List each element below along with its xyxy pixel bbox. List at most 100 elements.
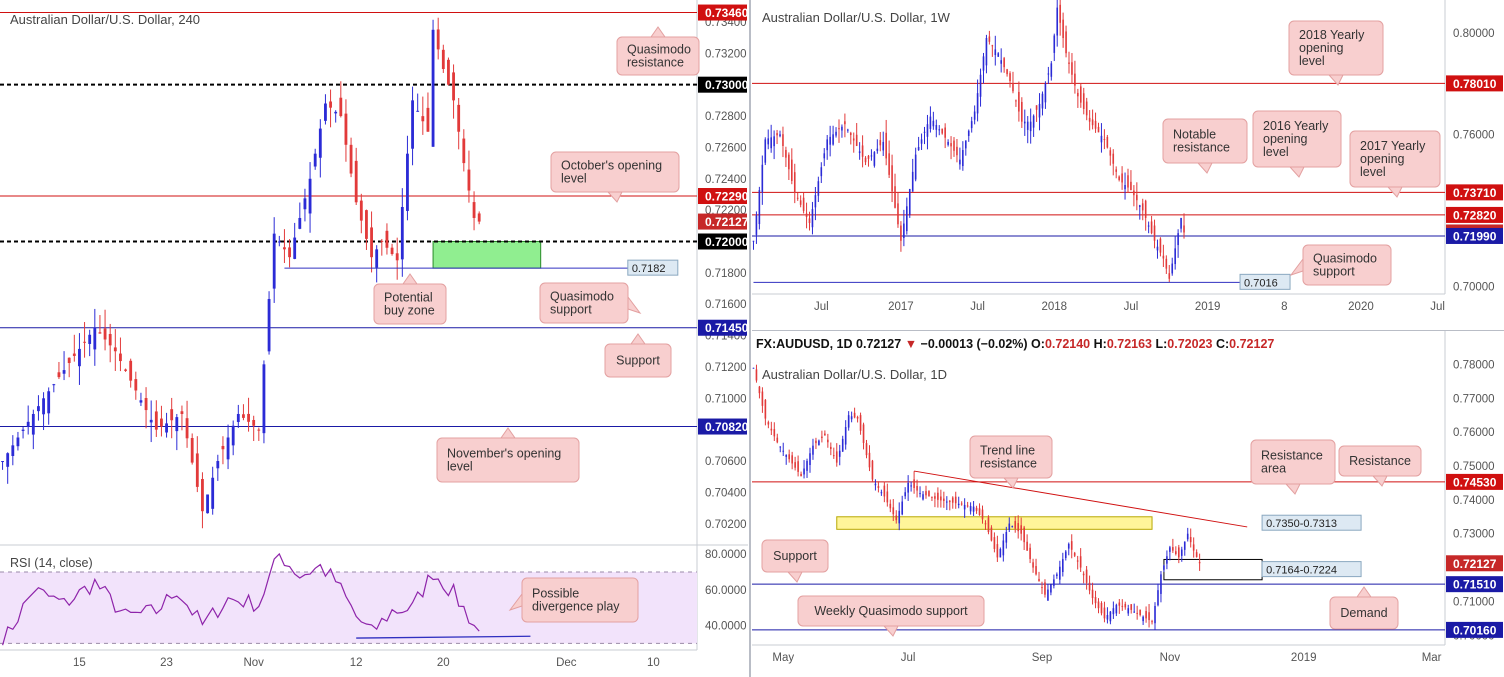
d1-callout-text: Resistance [1349,454,1411,468]
h4-candle-body [139,400,143,403]
h4-chart[interactable]: 0.734000.732000.728000.726000.724000.722… [0,0,748,677]
w1-candle-body [1127,175,1129,188]
d1-candle-body [1172,547,1174,551]
w1-candle-body [988,36,991,42]
d1-candle-body [928,491,930,497]
w1-candle-body [847,129,849,131]
w1-candle-body [923,131,926,133]
w1-candle-body [1162,255,1165,259]
w1-callout-text: Notable [1173,128,1216,142]
d1-candle-body [1067,543,1070,549]
h4-candle-body [308,178,312,214]
d1-candle-body [1088,582,1091,591]
h4-callout-text: support [550,303,592,317]
h4-candle-body [421,116,425,122]
w1-callout-text: level [1263,145,1289,159]
h4-callout-box [616,36,700,76]
d1-candle-body [943,498,945,501]
h4-candle-body [267,298,271,352]
w1-chart[interactable]: 0.80000 0.76000 0.70000 Jul 2017 Jul 2018 Jul 20… [752,0,1504,330]
w1-candle-body [994,49,997,56]
d1-candle-body [1142,616,1144,622]
d1-candle-body [1180,549,1183,556]
d1-candle-body [990,527,993,541]
h4-candle-body [416,110,420,112]
d1-candle-body [969,506,972,512]
d1-candle-body [770,428,773,431]
d1-candle-body [1091,589,1094,599]
w1-candle-body [1021,101,1023,122]
h4-chart-panel[interactable]: 0.73400 0.73200 0.72800 0.72600 0.72400 0.722… [0,0,748,677]
d1-candle-body [859,415,862,431]
d1-x-tick-label: Sep [1032,652,1052,664]
h4-candle-body [221,445,225,450]
d1-candle-body [782,450,785,452]
d1-candle-body [1160,574,1162,594]
d1-candle-body [1079,556,1082,568]
h4-candle-body [185,418,189,439]
d1-candle-body [951,497,954,503]
d1-candle-body [975,507,978,511]
w1-candle-body [855,134,858,146]
d1-candle-body [1002,540,1005,556]
h4-candle-body [293,237,297,259]
d1-level-badge-label: 0.74530 [1453,475,1497,489]
d1-candle-body [886,491,889,503]
d1-candle-body [1050,584,1052,593]
d1-candle-body [874,483,877,486]
h4-candle-body [67,357,71,364]
w1-x-tick-label: Jul [814,301,829,313]
w1-chart-panel[interactable]: 0.80000 0.76000 0.70000 Jul 2017 Jul 2018 Jul 20… [752,0,1504,330]
d1-candle-body [1112,608,1115,615]
w1-level-badge-label: 0.73710 [1453,186,1497,200]
w1-title: Australian Dollar/U.S. Dollar, 1W [762,10,951,25]
w1-candle-body [838,127,840,130]
d1-candle-body [1136,612,1138,614]
w1-price-tag-text: 0.7016 [1244,277,1278,289]
h4-y-tick-label: 0.70200 [705,519,747,531]
h4-callout-box [373,283,447,325]
w1-candle-body [852,138,855,141]
h4-candle-body [339,97,343,117]
w1-x-tick-label: Jul [1124,301,1139,313]
h4-candle-body [436,29,440,50]
d1-callout-text: Resistance [1261,449,1323,463]
h4-y-tick-label: 0.71800 [705,268,747,280]
d1-level-badge-label: 0.71510 [1453,578,1497,592]
d1-y-tick-label: 0.77000 [1453,393,1495,405]
d1-candle-body [776,437,779,443]
d1-candle-body [1061,559,1064,573]
w1-candle-body [1153,225,1156,241]
d1-candle-body [996,544,999,558]
d1-chart[interactable]: 0.78000 0.77000 0.76000 0.75000 0.74000 0.730… [752,331,1504,677]
d1-price-tag-text: 0.7164-0.7224 [1266,565,1337,577]
d1-candle-body [898,510,901,524]
d1-candle-body [1020,525,1022,534]
h4-candle-body [160,418,163,427]
d1-candle-body [1032,562,1034,568]
h4-candle-body [108,333,112,346]
h4-title: Australian Dollar/U.S. Dollar, 240 [10,12,200,27]
h4-candle-body [380,240,384,242]
w1-candle-body [823,153,826,159]
w1-candle-body [1121,173,1123,183]
d1-x-tick-label: 2019 [1291,652,1317,664]
w1-candle-body [1180,217,1182,229]
h4-callout-text: buy zone [384,304,435,318]
d1-candle-body [1085,569,1088,583]
h4-candle-body [395,253,399,261]
h4-candle-body [344,113,348,145]
h4-candle-body [226,437,230,460]
w1-candle-body [799,200,802,205]
d1-candle-body [767,422,770,425]
w1-candle-body [1023,121,1026,124]
h4-callout-text: resistance [627,56,684,70]
w1-candle-body [1130,181,1132,191]
d1-chart-panel[interactable]: 0.78000 0.77000 0.76000 0.75000 0.74000 0.730… [752,331,1504,677]
h4-callout-box [436,437,580,483]
w1-candle-body [991,45,994,47]
w1-candle-body [947,141,949,145]
